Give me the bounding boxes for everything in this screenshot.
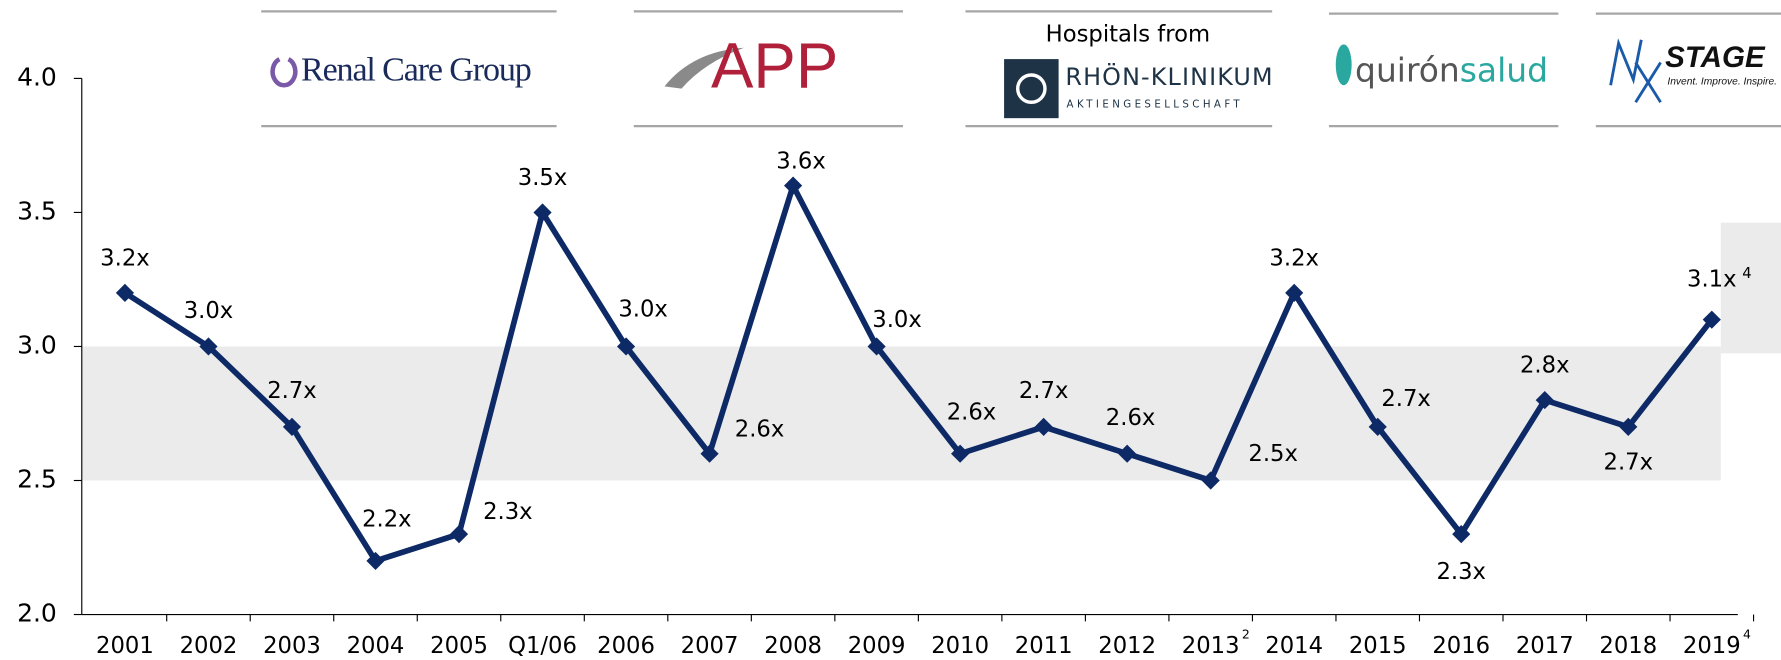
value-label: 3.5x [518, 165, 568, 191]
value-label: 2.7x [1381, 386, 1431, 412]
x-tick-label: 2006 [597, 633, 655, 659]
logo-text: salud [1460, 50, 1548, 89]
x-tick-label: 2012 [1098, 633, 1156, 659]
value-label: 3.0x [872, 307, 922, 333]
logo-text: AKTIENGESELLSCHAFT [1067, 100, 1244, 111]
shaded-band [81, 346, 1721, 481]
value-label: 3.0x [618, 297, 668, 323]
logo-text: Invent. Improve. Inspire. [1667, 77, 1777, 88]
value-label: 2.7x [1604, 450, 1654, 476]
value-label: 2.3x [1436, 559, 1486, 585]
marker [449, 525, 469, 544]
value-label: 3.0x [184, 298, 234, 324]
value-label: 3.2x [100, 245, 150, 271]
x-tick-label: 2013 [1182, 633, 1240, 659]
logo-text: Hospitals from [1046, 22, 1211, 48]
value-label-note: 4 [1742, 265, 1751, 282]
logo-text: quirón [1355, 50, 1460, 89]
y-tick-label: 4.0 [17, 62, 57, 91]
logo-icon [1335, 44, 1352, 86]
logo-icon [1016, 73, 1047, 104]
logo-text: quirónsalud [1355, 50, 1548, 89]
value-label: 2.7x [1019, 378, 1069, 404]
marker [1368, 417, 1387, 436]
y-tick-label: 2.0 [17, 599, 57, 628]
marker [1285, 283, 1304, 302]
logo-text: Renal Care Group [301, 52, 531, 89]
marker [1619, 417, 1638, 436]
value-label: 2.2x [362, 507, 412, 533]
value-label: 2.3x [483, 499, 533, 525]
logo-text: STAGE [1665, 41, 1766, 74]
marker [951, 444, 970, 463]
x-tick-label: 2009 [848, 633, 906, 659]
logo-icon [1609, 38, 1662, 104]
logos [261, 10, 1781, 128]
x-tick-note: 2 [1242, 626, 1250, 641]
value-label: 3.1x [1687, 266, 1737, 292]
x-tick-label: 2019 [1683, 633, 1741, 659]
x-tick-label: Q1/06 [508, 633, 577, 659]
marker [199, 337, 218, 356]
x-tick-label: 2014 [1265, 633, 1323, 659]
x-tick-label: 2001 [96, 633, 154, 659]
series-line [123, 182, 1715, 564]
y-tick-label: 3.0 [17, 330, 57, 359]
marker [700, 444, 719, 463]
y-tick-label: 2.5 [17, 464, 57, 493]
x-tick-label: 2011 [1015, 633, 1073, 659]
value-label: 2.7x [267, 378, 317, 404]
logo-icon [664, 47, 744, 89]
value-label: 2.6x [1106, 405, 1156, 431]
marker [366, 551, 385, 571]
value-label: 2.6x [947, 399, 997, 425]
marker [282, 417, 302, 436]
side-panel [1720, 222, 1781, 354]
x-tick-label: 2004 [347, 633, 405, 659]
marker [867, 337, 886, 356]
marker [1535, 390, 1554, 410]
value-label: 2.8x [1520, 353, 1570, 379]
value-label: 3.6x [776, 148, 826, 174]
x-tick-label: 2008 [764, 633, 822, 659]
value-label: 3.2x [1269, 245, 1319, 271]
logo-text: RHÖN-KLINIKUM [1065, 63, 1273, 91]
x-tick-label: 2010 [931, 633, 989, 659]
value-label: 2.6x [735, 416, 785, 442]
marker [1034, 417, 1053, 436]
x-tick-label: 2007 [681, 633, 739, 659]
logo-icon [270, 57, 298, 88]
x-tick-label: 2002 [180, 633, 238, 659]
value-label: 2.5x [1248, 441, 1298, 467]
x-tick-label: 2016 [1432, 633, 1490, 659]
y-tick-label: 3.5 [17, 196, 57, 225]
x-tick-label: 2017 [1516, 633, 1574, 659]
x-tick-label: 2005 [430, 633, 488, 659]
x-tick-note: 4 [1743, 626, 1751, 641]
logo-icon [1004, 59, 1059, 119]
logo-text: APP [711, 30, 838, 101]
x-tick-label: 2018 [1599, 633, 1657, 659]
x-tick-label: 2015 [1349, 633, 1407, 659]
marker [1201, 471, 1220, 490]
x-tick-label: 2003 [263, 633, 321, 659]
